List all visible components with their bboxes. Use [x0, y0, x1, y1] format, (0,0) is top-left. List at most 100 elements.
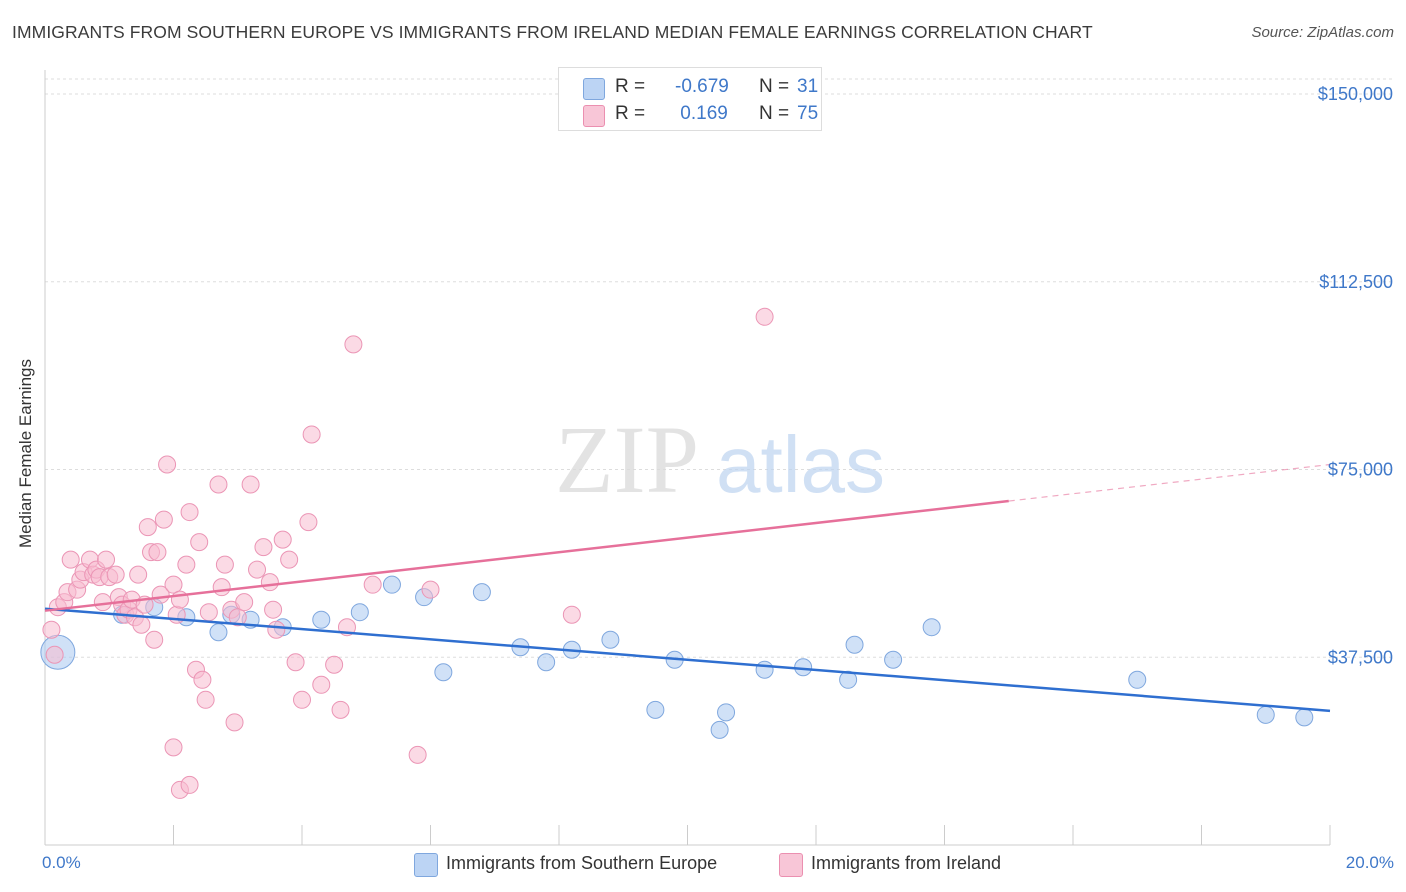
point-southern-europe — [845, 635, 864, 654]
point-southern-europe — [717, 703, 736, 722]
point-ireland — [421, 580, 440, 599]
legend-swatch-blue — [414, 853, 438, 877]
trend-line-southern-europe — [44, 607, 1331, 713]
point-ireland — [299, 513, 318, 532]
y-tick-label: $112,500 — [1319, 272, 1393, 292]
point-ireland — [180, 775, 199, 794]
point-ireland — [260, 573, 279, 592]
stats-n-label: N = — [759, 76, 790, 97]
point-ireland — [264, 600, 283, 619]
point-ireland — [363, 575, 382, 594]
point-southern-europe — [350, 603, 369, 622]
stats-n-value: 31 — [797, 76, 819, 97]
watermark-layer: ZIP atlas — [555, 406, 885, 513]
point-southern-europe — [434, 663, 453, 682]
y-tick-label: $37,500 — [1328, 647, 1393, 667]
point-ireland — [158, 455, 177, 474]
point-ireland — [106, 565, 125, 584]
point-southern-europe — [755, 660, 774, 679]
point-ireland — [164, 738, 183, 757]
point-ireland — [225, 713, 244, 732]
point-ireland — [755, 307, 774, 326]
point-ireland — [302, 425, 321, 444]
point-ireland — [280, 550, 299, 569]
point-ireland — [254, 538, 273, 557]
point-ireland — [148, 543, 167, 562]
point-southern-europe — [209, 623, 228, 642]
stats-n-value: 75 — [797, 103, 819, 124]
point-ireland — [129, 565, 148, 584]
stats-swatch-pink — [583, 105, 605, 127]
x-tick-max: 20.0% — [1345, 853, 1394, 872]
point-ireland — [154, 510, 173, 529]
point-ireland — [61, 550, 80, 569]
stats-r-label: R = — [615, 103, 646, 124]
y-tick-label: $150,000 — [1318, 84, 1393, 104]
point-ireland — [177, 555, 196, 574]
point-southern-europe — [646, 700, 665, 719]
chart-source: Source: ZipAtlas.com — [1251, 24, 1394, 41]
point-ireland — [212, 578, 231, 597]
point-southern-europe — [472, 583, 491, 602]
points-layer — [40, 307, 1314, 799]
point-ireland — [293, 690, 311, 709]
point-southern-europe — [1295, 708, 1314, 727]
point-southern-europe — [1256, 705, 1275, 724]
point-southern-europe — [382, 575, 401, 594]
point-southern-europe — [537, 653, 556, 672]
point-ireland — [241, 475, 260, 494]
watermark-zip: ZIP — [555, 406, 699, 513]
point-southern-europe — [710, 720, 729, 739]
point-ireland — [267, 620, 286, 639]
stats-r-label: R = — [615, 76, 646, 97]
point-southern-europe — [1128, 670, 1147, 689]
chart-title: IMMIGRANTS FROM SOUTHERN EUROPE VS IMMIG… — [12, 22, 1093, 42]
point-ireland — [45, 645, 64, 664]
legend-label-southern-europe: Immigrants from Southern Europe — [446, 853, 718, 873]
stats-r-value: -0.679 — [675, 76, 729, 97]
stats-r-value: 0.169 — [675, 103, 728, 124]
point-ireland — [180, 503, 199, 522]
legend-swatch-pink — [779, 853, 803, 877]
point-ireland — [248, 560, 267, 579]
point-southern-europe — [601, 630, 620, 649]
x-tick-min: 0.0% — [42, 853, 81, 872]
point-southern-europe — [884, 650, 903, 669]
point-ireland — [164, 575, 183, 594]
trend-layer — [44, 463, 1331, 713]
point-ireland — [228, 608, 247, 627]
stats-legend: R = -0.679 N = 31 R = 0.169 N = 75 — [558, 67, 822, 131]
point-ireland — [193, 670, 212, 689]
point-ireland — [325, 655, 344, 674]
stats-n-label: N = — [759, 103, 790, 124]
series-legend: Immigrants from Southern Europe Immigran… — [0, 852, 1406, 878]
watermark-atlas: atlas — [716, 420, 885, 509]
point-ireland — [199, 603, 218, 622]
point-ireland — [190, 533, 209, 552]
point-ireland — [286, 653, 305, 672]
trend-line-ireland — [44, 499, 1009, 612]
point-ireland — [273, 530, 292, 549]
stats-swatch-blue — [583, 78, 605, 100]
point-ireland — [42, 620, 61, 639]
trend-line-ireland-extension — [1008, 463, 1331, 502]
point-ireland — [312, 675, 331, 694]
y-tick-label: $75,000 — [1328, 460, 1393, 480]
point-ireland — [209, 475, 228, 494]
grid-layer — [45, 78, 1395, 658]
point-ireland — [408, 745, 427, 764]
point-ireland — [235, 593, 254, 612]
point-southern-europe — [922, 618, 941, 637]
point-ireland — [196, 690, 215, 709]
point-ireland — [97, 550, 116, 569]
point-ireland — [138, 518, 157, 537]
point-southern-europe — [312, 610, 331, 629]
point-ireland — [344, 335, 363, 354]
y-tick-labels: $37,500 $75,000 $112,500 $150,000 — [1318, 84, 1393, 667]
point-ireland — [215, 555, 234, 574]
point-ireland — [132, 615, 151, 634]
legend-label-ireland: Immigrants from Ireland — [811, 853, 1002, 873]
point-ireland — [562, 605, 581, 624]
point-ireland — [145, 630, 164, 649]
